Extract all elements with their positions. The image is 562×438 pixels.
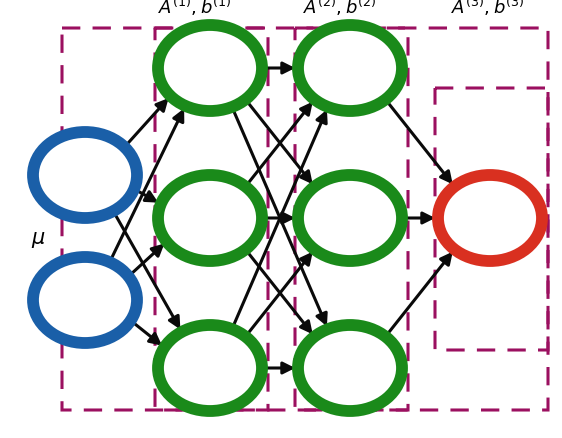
Text: $A^{(3)},b^{(3)}$: $A^{(3)},b^{(3)}$ [451,0,525,18]
Text: $A^{(1)},b^{(1)}$: $A^{(1)},b^{(1)}$ [158,0,232,18]
Ellipse shape [158,325,262,411]
Ellipse shape [158,175,262,261]
Ellipse shape [33,132,137,218]
Ellipse shape [438,175,542,261]
Text: $A^{(2)},b^{(2)}$: $A^{(2)},b^{(2)}$ [303,0,377,18]
Ellipse shape [298,25,402,111]
Ellipse shape [298,325,402,411]
Ellipse shape [33,257,137,343]
Text: $\mu$: $\mu$ [31,230,46,250]
Ellipse shape [298,175,402,261]
Ellipse shape [158,25,262,111]
